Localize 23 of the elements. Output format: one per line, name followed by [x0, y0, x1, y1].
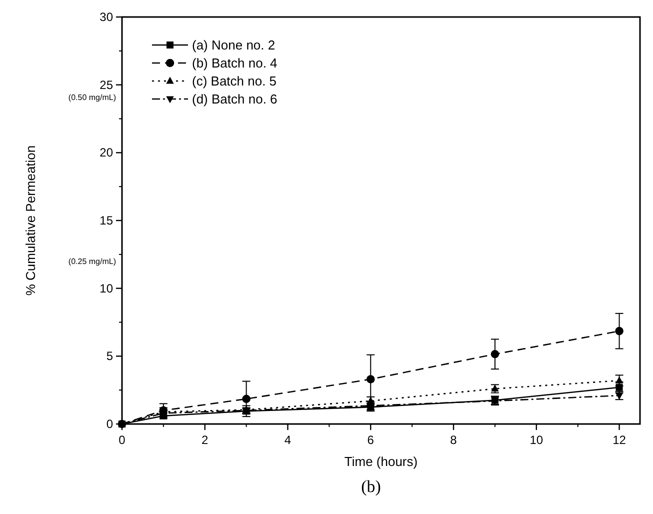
y-tick-label: 30 [100, 10, 114, 24]
x-tick-label: 4 [284, 433, 292, 447]
x-tick-label: 10 [530, 433, 544, 447]
x-tick-label: 0 [118, 433, 126, 447]
x-axis-title: Time (hours) [344, 454, 418, 469]
y-tick-label: 15 [100, 214, 114, 228]
y-axis-title: % Cumulative Permeation [23, 145, 38, 296]
x-tick-label: 12 [612, 433, 626, 447]
y-tick-label: 0 [106, 417, 114, 431]
legend-label: (c) Batch no. 5 [192, 74, 277, 88]
text: (0.50 mg/mL) [68, 92, 116, 102]
x-tick-label: 8 [450, 433, 458, 447]
y-tick-label: 5 [106, 349, 114, 364]
y-tick-label: 20 [100, 146, 114, 160]
text: (0.25 mg/mL) [68, 256, 116, 266]
legend-label: (d) Batch no. 6 [192, 92, 278, 106]
y-tick-label: 10 [100, 281, 114, 296]
legend-label: (a) None no. 2 [192, 38, 276, 52]
text: (b) [361, 477, 381, 496]
y-tick-label: 25 [100, 78, 114, 92]
legend-label: (b) Batch no. 4 [192, 56, 278, 70]
x-tick-label: 2 [202, 433, 209, 447]
x-tick-label: 6 [367, 433, 374, 447]
